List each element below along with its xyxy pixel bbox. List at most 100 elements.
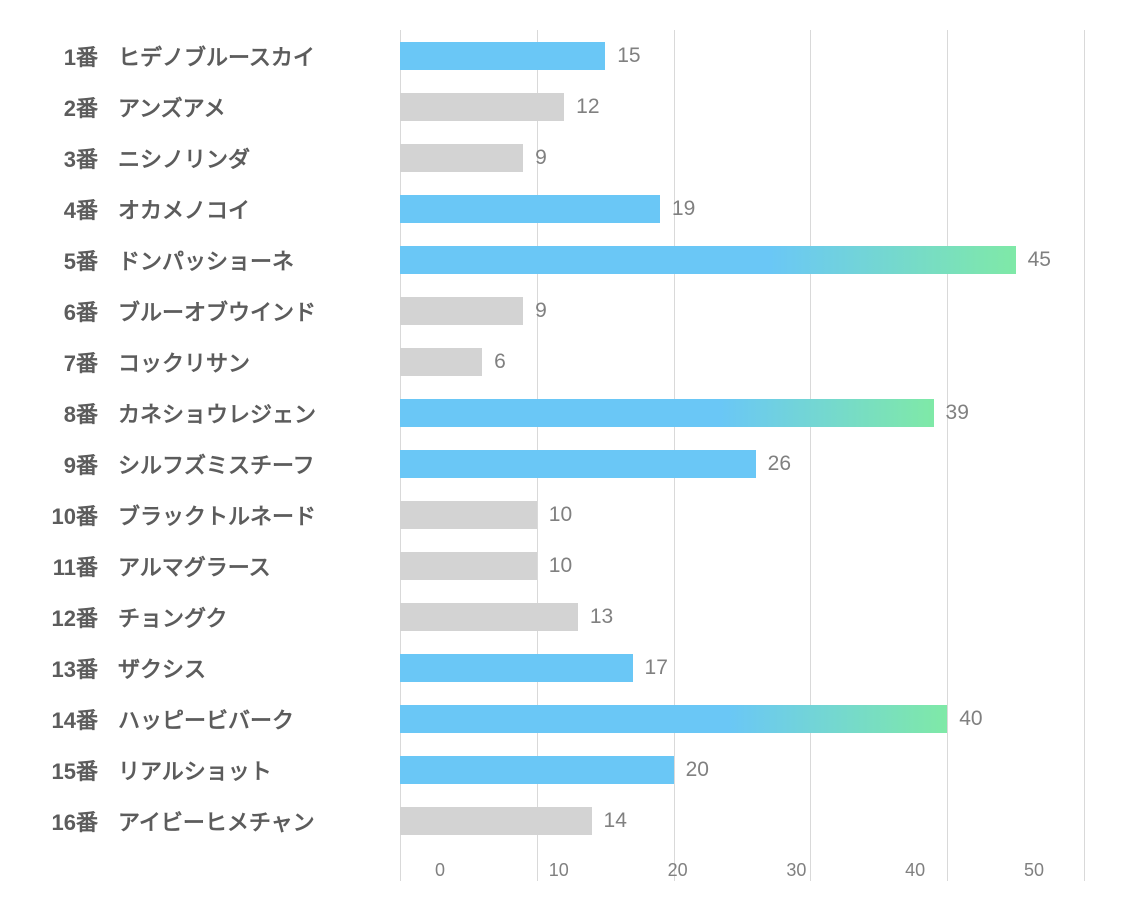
x-tick: 30	[786, 860, 806, 881]
x-tick: 40	[905, 860, 925, 881]
plot-area: 45	[400, 234, 1084, 285]
bar	[400, 93, 564, 121]
bar-value: 9	[535, 146, 547, 170]
row-label: 8番カネショウレジェン	[40, 397, 400, 429]
chart-row: 4番オカメノコイ 19	[40, 183, 1084, 234]
bar-wrap: 45	[400, 246, 1084, 274]
entry-name: オカメノコイ	[118, 193, 250, 225]
bar-wrap: 14	[400, 807, 1084, 835]
rank-label: 10番	[40, 499, 118, 531]
bar-wrap: 26	[400, 450, 1084, 478]
x-tick: 20	[668, 860, 688, 881]
chart-row: 11番アルマグラース 10	[40, 540, 1084, 591]
plot-area: 13	[400, 591, 1084, 642]
rank-label: 9番	[40, 448, 118, 480]
bar-value: 19	[672, 197, 695, 221]
bar	[400, 654, 633, 682]
plot-area: 20	[400, 744, 1084, 795]
plot-area: 14	[400, 795, 1084, 846]
bar-wrap: 17	[400, 654, 1084, 682]
row-label: 15番リアルショット	[40, 754, 400, 786]
chart-row: 8番カネショウレジェン39	[40, 387, 1084, 438]
bar-value: 17	[645, 656, 668, 680]
entry-name: シルフズミスチーフ	[118, 448, 315, 480]
entry-name: コックリサン	[118, 346, 250, 378]
bar	[400, 705, 947, 733]
bar	[400, 348, 482, 376]
row-label: 3番ニシノリンダ	[40, 142, 400, 174]
bar-wrap: 12	[400, 93, 1084, 121]
row-label: 4番オカメノコイ	[40, 193, 400, 225]
chart-rows: 1番ヒデノブルースカイ 15 2番アンズアメ 12 3番ニシノリンダ 9 4番オカメノコイ 1…	[40, 30, 1084, 846]
chart-row: 10番ブラックトルネード 10	[40, 489, 1084, 540]
rank-label: 14番	[40, 703, 118, 735]
x-axis: 01020304050	[440, 854, 1034, 884]
chart-row: 3番ニシノリンダ 9	[40, 132, 1084, 183]
entry-name: ブルーオブウインド	[118, 295, 316, 327]
chart-row: 13番ザクシス17	[40, 642, 1084, 693]
entry-name: ハッピービバーク	[118, 703, 294, 735]
chart-row: 6番ブルーオブウインド 9	[40, 285, 1084, 336]
row-label: 9番シルフズミスチーフ	[40, 448, 400, 480]
bar	[400, 42, 605, 70]
bar-wrap: 9	[400, 144, 1084, 172]
plot-area: 9	[400, 132, 1084, 183]
x-tick: 10	[549, 860, 569, 881]
entry-name: アンズアメ	[118, 91, 226, 123]
entry-name: ヒデノブルースカイ	[118, 40, 315, 72]
rank-label: 7番	[40, 346, 118, 378]
row-label: 1番ヒデノブルースカイ	[40, 40, 400, 72]
bar-wrap: 39	[400, 399, 1084, 427]
horizontal-bar-chart: 1番ヒデノブルースカイ 15 2番アンズアメ 12 3番ニシノリンダ 9 4番オカメノコイ 1…	[40, 30, 1084, 877]
bar-value: 12	[576, 95, 599, 119]
plot-area: 19	[400, 183, 1084, 234]
bar	[400, 603, 578, 631]
bar-value: 9	[535, 299, 547, 323]
rank-label: 15番	[40, 754, 118, 786]
entry-name: カネショウレジェン	[118, 397, 316, 429]
plot-area: 6	[400, 336, 1084, 387]
chart-row: 2番アンズアメ 12	[40, 81, 1084, 132]
bar	[400, 552, 537, 580]
rank-label: 11番	[40, 550, 118, 582]
bar	[400, 399, 934, 427]
bar-value: 10	[549, 554, 572, 578]
bar-wrap: 19	[400, 195, 1084, 223]
row-label: 11番アルマグラース	[40, 550, 400, 582]
row-label: 14番ハッピービバーク	[40, 703, 400, 735]
bar	[400, 246, 1016, 274]
chart-row: 1番ヒデノブルースカイ 15	[40, 30, 1084, 81]
bar-wrap: 40	[400, 705, 1084, 733]
plot-area: 10	[400, 540, 1084, 591]
bar-value: 13	[590, 605, 613, 629]
row-label: 12番チョングク	[40, 601, 400, 633]
row-label: 16番アイビーヒメチャン	[40, 805, 400, 837]
bar-value: 10	[549, 503, 572, 527]
bar-wrap: 20	[400, 756, 1084, 784]
bar-wrap: 10	[400, 552, 1084, 580]
gridline	[1084, 30, 1085, 881]
entry-name: ザクシス	[118, 652, 206, 684]
row-label: 7番コックリサン	[40, 346, 400, 378]
rank-label: 2番	[40, 91, 118, 123]
plot-area: 12	[400, 81, 1084, 132]
rank-label: 6番	[40, 295, 118, 327]
bar	[400, 756, 674, 784]
chart-row: 12番チョングク 13	[40, 591, 1084, 642]
rank-label: 16番	[40, 805, 118, 837]
entry-name: チョングク	[118, 601, 228, 633]
bar	[400, 297, 523, 325]
bar-value: 40	[959, 707, 982, 731]
row-label: 10番ブラックトルネード	[40, 499, 400, 531]
rank-label: 5番	[40, 244, 118, 276]
x-tick: 0	[435, 860, 445, 881]
rank-label: 1番	[40, 40, 118, 72]
rank-label: 4番	[40, 193, 118, 225]
chart-row: 5番ドンパッショーネ45	[40, 234, 1084, 285]
entry-name: アイビーヒメチャン	[118, 805, 315, 837]
plot-area: 9	[400, 285, 1084, 336]
plot-area: 15	[400, 30, 1084, 81]
bar-value: 15	[617, 44, 640, 68]
bar-wrap: 15	[400, 42, 1084, 70]
row-label: 5番ドンパッショーネ	[40, 244, 400, 276]
